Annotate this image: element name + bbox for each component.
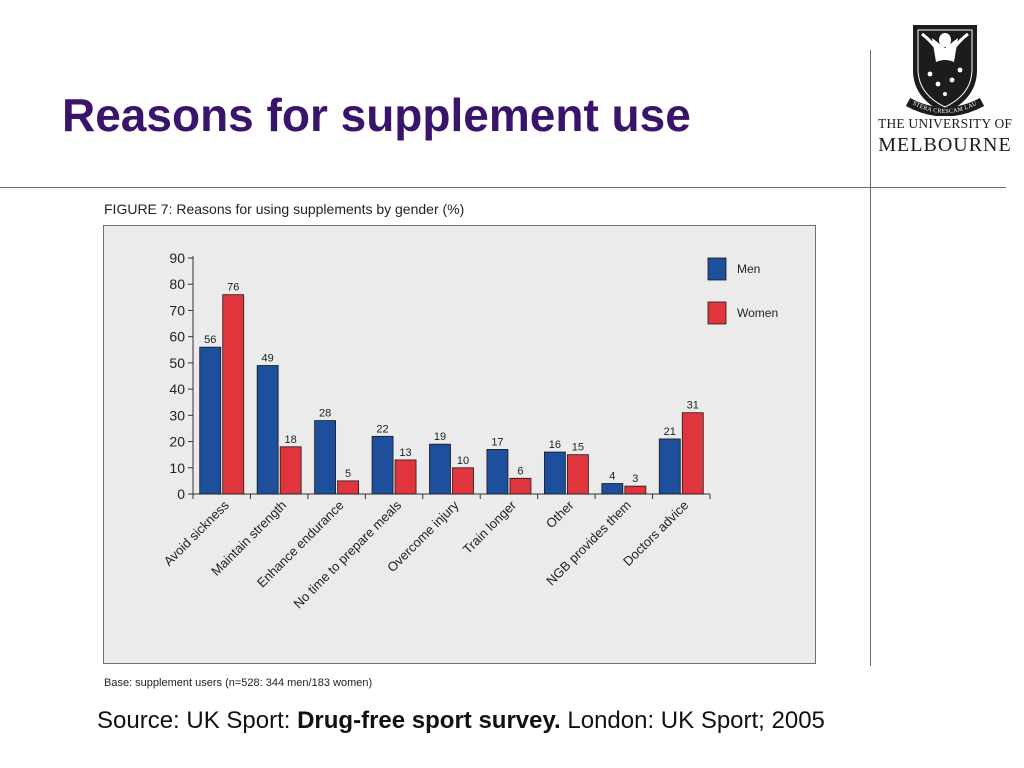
data-label-women-train-longer: 6 xyxy=(517,465,523,477)
bar-women-avoid-sickness xyxy=(222,294,245,495)
legend-label-women: Women xyxy=(737,306,778,320)
bar-women-doctors-advice xyxy=(681,412,704,495)
bar-men-train-longer xyxy=(486,449,509,495)
logo-university-line: THE UNIVERSITY OF xyxy=(878,116,1013,131)
x-category-label: Other xyxy=(543,497,577,531)
x-category-label: No time to prepare meals xyxy=(290,497,404,611)
bar-women-train-longer xyxy=(509,477,532,495)
y-tick-label: 10 xyxy=(169,460,185,476)
data-label-women-doctors-advice: 31 xyxy=(687,400,699,412)
y-tick-label: 20 xyxy=(169,434,185,450)
bar-men-ngb-provides-them xyxy=(601,483,624,495)
data-label-men-train-longer: 17 xyxy=(491,436,503,448)
source-suffix: London: UK Sport; 2005 xyxy=(560,707,825,734)
bar-men-overcome-injury xyxy=(429,443,451,495)
logo-divider xyxy=(870,50,871,666)
bar-men-enhance-endurance xyxy=(314,420,337,495)
title-divider xyxy=(0,187,1006,188)
y-tick-label: 30 xyxy=(169,407,185,423)
y-tick-label: 40 xyxy=(169,381,185,397)
bar-women-maintain-strength xyxy=(279,446,302,495)
logo-name-line: MELBOURNE xyxy=(878,134,1012,156)
data-label-women-maintain-strength: 18 xyxy=(285,434,297,446)
y-tick-label: 0 xyxy=(177,486,185,502)
data-label-women-ngb-provides-them: 3 xyxy=(632,473,638,485)
data-label-men-no-time-to-prepare-meals: 22 xyxy=(376,423,388,435)
data-label-men-ngb-provides-them: 4 xyxy=(609,471,615,483)
bar-women-other xyxy=(566,454,589,495)
y-tick-label: 60 xyxy=(169,329,185,345)
bar-men-no-time-to-prepare-meals xyxy=(371,435,394,495)
y-tick-label: 50 xyxy=(169,355,185,371)
data-label-men-enhance-endurance: 28 xyxy=(319,408,331,420)
y-tick-label: 90 xyxy=(169,250,185,266)
slide-title: Reasons for supplement use xyxy=(62,89,691,141)
university-crest-icon: POSTERA CRESCAM LAUDE xyxy=(876,14,985,117)
bar-women-enhance-endurance xyxy=(337,480,360,495)
source-citation: Source: UK Sport: Drug-free sport survey… xyxy=(97,707,825,735)
university-logo: POSTERA CRESCAM LAUDE THE UNIVERSITY OF … xyxy=(876,14,1013,188)
source-title: Drug-free sport survey. xyxy=(297,707,561,734)
figure-title: FIGURE 7: Reasons for using supplements … xyxy=(104,201,465,217)
bar-women-overcome-injury xyxy=(452,467,474,495)
data-label-men-other: 16 xyxy=(549,439,561,451)
data-label-men-doctors-advice: 21 xyxy=(664,426,676,438)
bar-men-other xyxy=(543,451,566,495)
data-label-men-overcome-injury: 19 xyxy=(434,431,446,443)
legend-swatch-men xyxy=(707,257,727,281)
data-label-women-other: 15 xyxy=(572,442,584,454)
figure-base-note: Base: supplement users (n=528: 344 men/1… xyxy=(104,677,373,689)
bar-women-ngb-provides-them xyxy=(624,485,647,495)
y-tick-label: 70 xyxy=(169,302,185,318)
data-label-women-no-time-to-prepare-meals: 13 xyxy=(399,447,411,459)
source-prefix: Source: UK Sport: xyxy=(97,707,298,734)
x-category-label: Train longer xyxy=(460,497,520,557)
bar-men-avoid-sickness xyxy=(199,346,222,495)
data-label-women-avoid-sickness: 76 xyxy=(227,282,239,294)
bar-men-maintain-strength xyxy=(256,365,279,495)
data-label-women-overcome-injury: 10 xyxy=(457,455,469,467)
data-label-men-maintain-strength: 49 xyxy=(262,353,274,365)
y-tick-label: 80 xyxy=(169,276,185,292)
bar-men-doctors-advice xyxy=(658,438,681,495)
legend-swatch-women xyxy=(707,301,727,325)
bar-women-no-time-to-prepare-meals xyxy=(394,459,417,495)
legend-label-men: Men xyxy=(737,262,760,276)
data-label-women-enhance-endurance: 5 xyxy=(345,468,351,480)
data-label-men-avoid-sickness: 56 xyxy=(204,334,216,346)
